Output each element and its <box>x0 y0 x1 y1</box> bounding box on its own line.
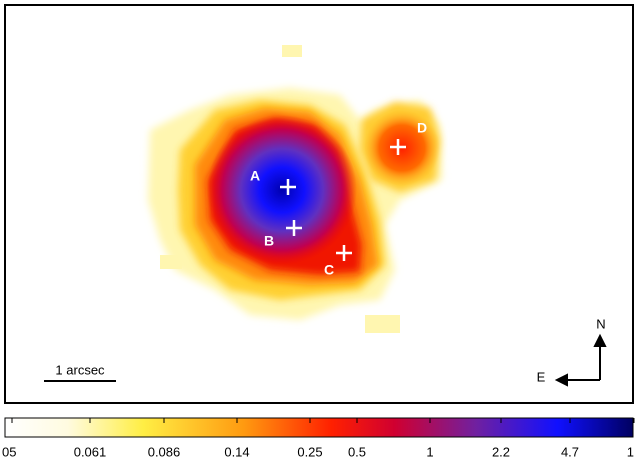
colorbar-tick-label: 05 <box>2 444 16 459</box>
colorbar-tick-label: 0.061 <box>74 444 107 459</box>
label: A <box>250 168 260 184</box>
label: D <box>417 120 427 136</box>
colorbar-tick-label: 0.14 <box>224 444 249 459</box>
colorbar-tick-label: 0.25 <box>297 444 322 459</box>
colorbar-tick-label: 0.5 <box>348 444 366 459</box>
label: C <box>324 262 334 278</box>
source-emission <box>148 45 442 333</box>
label: B <box>264 233 274 249</box>
colorbar-tick-label: 0.086 <box>148 444 181 459</box>
compass-north: N <box>596 316 605 331</box>
scale-label: 1 arcsec <box>55 362 105 377</box>
compass <box>554 333 607 387</box>
colorbar-tick-label: 1 <box>426 444 433 459</box>
colorbar-ticks: 05 0.061 0.086 0.14 0.25 0.5 1 2.2 4.7 1 <box>2 418 635 459</box>
crosses <box>280 139 406 261</box>
colorbar-tick-label: 1 <box>627 444 634 459</box>
colorbar <box>4 417 634 438</box>
colorbar-tick-label: 4.7 <box>561 444 579 459</box>
colorbar-tick-label: 2.2 <box>492 444 510 459</box>
compass-east: E <box>537 369 546 384</box>
